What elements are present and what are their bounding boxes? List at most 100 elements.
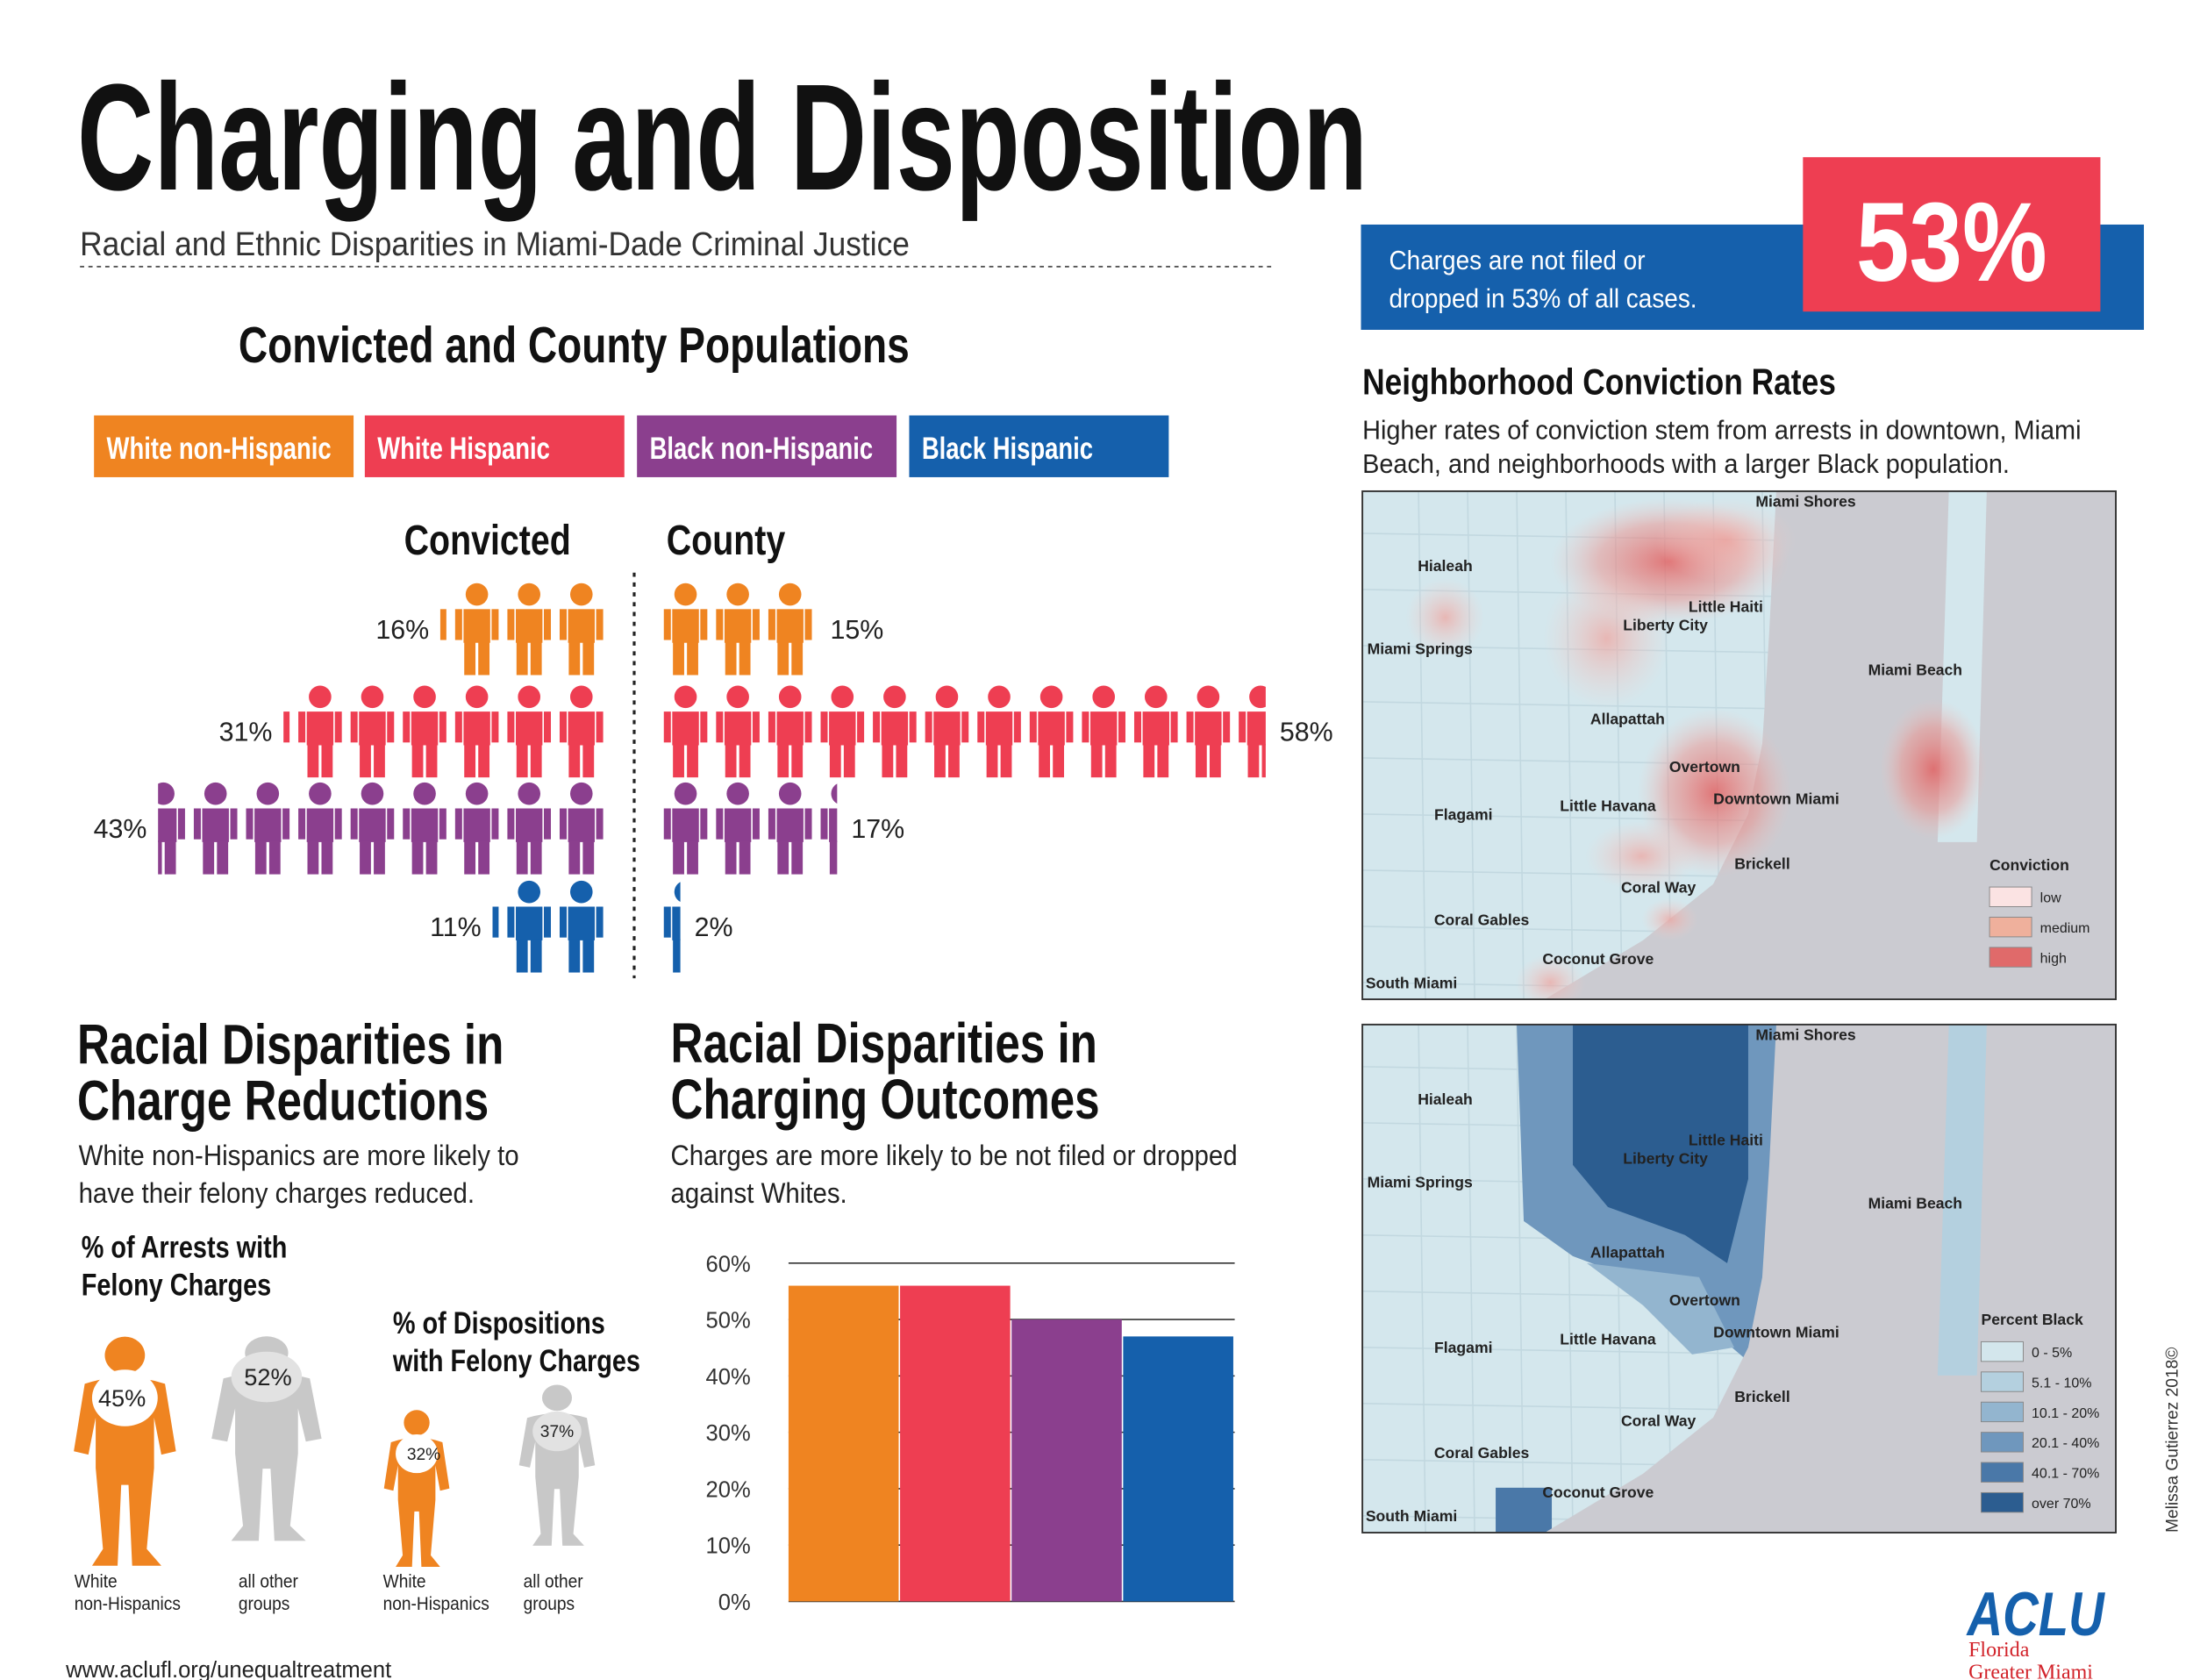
heat-spot <box>1543 568 1670 709</box>
value-label: 17% <box>851 814 904 844</box>
heat-spot <box>1655 497 1797 583</box>
legend-swatch <box>1980 1491 2024 1513</box>
person-icon <box>454 685 499 778</box>
bar <box>900 1285 1011 1602</box>
place-label: Brickell <box>1734 854 1790 872</box>
figure-shirt <box>91 1369 158 1426</box>
section-title: Racial Disparities in <box>671 1013 1097 1076</box>
person-icon <box>559 782 604 875</box>
panel-title: % of Arrests with <box>82 1230 288 1264</box>
legend-swatch <box>1980 1340 2024 1362</box>
place-label: Overtown <box>1669 758 1740 776</box>
stat-text: Charges are not filed or <box>1389 247 1645 275</box>
title: Charging and Disposition <box>77 53 1368 222</box>
bar <box>788 1285 899 1602</box>
value-label: 11% <box>430 912 482 942</box>
figure-shirt <box>231 1351 303 1403</box>
description: White non-Hispanics are more likely to <box>79 1140 519 1171</box>
section-title: Neighborhood Conviction Rates <box>1362 362 1836 403</box>
legend-title: Percent Black <box>1981 1311 2082 1328</box>
person-icon <box>1133 685 1178 778</box>
legend-label: over 70% <box>2032 1497 2091 1512</box>
legend-swatch <box>1989 947 2032 968</box>
place-label: Liberty City <box>1623 616 1708 633</box>
place-label: Flagami <box>1434 805 1492 823</box>
stat-value: 53% <box>1856 180 2047 305</box>
figure-label: 45% <box>98 1384 146 1412</box>
figure <box>518 1384 596 1546</box>
heat-spot <box>1405 578 1485 657</box>
person-icon <box>820 685 865 778</box>
description: have their felony charges reduced. <box>79 1177 475 1209</box>
figure-caption: non-Hispanics <box>383 1594 489 1614</box>
legend-title: Conviction <box>1989 856 2069 874</box>
place-label: Miami Beach <box>1868 661 1962 679</box>
place-label: Miami Shores <box>1755 1026 1856 1043</box>
place-label: Downtown Miami <box>1713 790 1839 808</box>
person-icon <box>507 782 551 875</box>
person-icon <box>298 685 342 778</box>
road <box>1418 490 1426 1000</box>
place-label: Overtown <box>1669 1291 1740 1309</box>
section-title: Racial Disparities in <box>77 1014 504 1076</box>
tract-area <box>1573 1024 1748 1263</box>
road <box>1467 1024 1475 1533</box>
legend-swatch <box>909 415 1169 477</box>
y-tick-label: 30% <box>706 1421 751 1446</box>
person-icon <box>403 782 446 875</box>
person-icon <box>1239 685 1266 778</box>
legend-swatch <box>637 415 897 477</box>
place-label: Downtown Miami <box>1713 1324 1839 1341</box>
legend-label: Black Hispanic <box>922 431 1093 466</box>
road <box>1516 490 1525 1000</box>
figure-caption: non-Hispanics <box>75 1594 181 1614</box>
place-label: Miami Springs <box>1368 640 1473 658</box>
stat-highlight <box>1803 157 2101 312</box>
value-label: 43% <box>94 814 147 844</box>
road <box>1467 490 1475 1000</box>
person-icon <box>1082 685 1125 778</box>
figure-caption: groups <box>239 1594 289 1614</box>
place-label: Miami Beach <box>1868 1194 1962 1212</box>
person-icon <box>716 782 760 875</box>
value-label: 58% <box>1280 718 1333 747</box>
legend-label: medium <box>2040 921 2090 936</box>
legend-swatch <box>364 415 625 477</box>
place-label: South Miami <box>1366 974 1457 991</box>
person-icon <box>663 583 708 676</box>
figure-shirt <box>396 1434 439 1474</box>
figure-label: 32% <box>407 1446 440 1464</box>
description: Beach, and neighborhoods with a larger B… <box>1362 449 2010 479</box>
place-label: Little Haiti <box>1689 1131 1763 1148</box>
place-label: South Miami <box>1366 1507 1457 1525</box>
panel-title: with Felony Charges <box>392 1343 640 1377</box>
figure-shirt <box>532 1411 582 1452</box>
person-icon <box>559 685 604 778</box>
person-icon <box>1186 685 1231 778</box>
logo-line: Florida <box>1968 1639 2030 1662</box>
place-label: Little Haiti <box>1689 598 1763 616</box>
map-content <box>1362 1024 2117 1533</box>
y-tick-label: 20% <box>706 1477 751 1502</box>
person-icon <box>158 782 185 875</box>
person-icon <box>454 782 499 875</box>
legend-label: White Hispanic <box>377 431 550 466</box>
icon-row <box>158 782 604 875</box>
subtitle: Racial and Ethnic Disparities in Miami-D… <box>80 225 910 263</box>
section-title: Charging Outcomes <box>671 1069 1100 1132</box>
person-icon <box>507 583 551 676</box>
place-label: Coral Gables <box>1434 911 1530 928</box>
legend-swatch <box>1980 1432 2024 1453</box>
place-label: Miami Shores <box>1755 493 1856 511</box>
credit: Melissa Gutierrez 2018© <box>2163 1348 2182 1533</box>
legend-label: 5.1 - 10% <box>2032 1376 2091 1390</box>
place-label: Brickell <box>1734 1388 1790 1405</box>
icon-row <box>663 685 1266 778</box>
person-icon <box>559 880 604 973</box>
person-icon <box>1029 685 1074 778</box>
person-icon <box>768 782 812 875</box>
